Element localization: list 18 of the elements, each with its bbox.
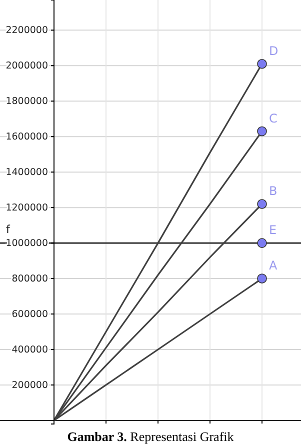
- y-tick-label: 1200000: [6, 202, 48, 214]
- series-label: E: [269, 223, 277, 238]
- y-tick-label: 1800000: [6, 96, 48, 108]
- y-tick-label: 2200000: [6, 25, 48, 36]
- series-label: A: [269, 258, 278, 273]
- text: Representasi Grafik: [126, 429, 234, 444]
- series-label: D: [269, 44, 278, 58]
- ref-line-label: f: [6, 223, 11, 236]
- y-tick-label: 200000: [12, 380, 48, 392]
- y-tick-label: 2000000: [6, 60, 48, 72]
- y-tick-label: 800000: [12, 274, 48, 285]
- y-tick-label: 400000: [12, 344, 48, 356]
- series-label: B: [269, 184, 278, 198]
- y-tick-label: 1400000: [6, 167, 48, 178]
- y-tick-label: 600000: [12, 309, 48, 320]
- text: Gambar 3.: [67, 429, 127, 444]
- series-label: C: [269, 111, 278, 126]
- y-tick-label: 1600000: [6, 132, 48, 143]
